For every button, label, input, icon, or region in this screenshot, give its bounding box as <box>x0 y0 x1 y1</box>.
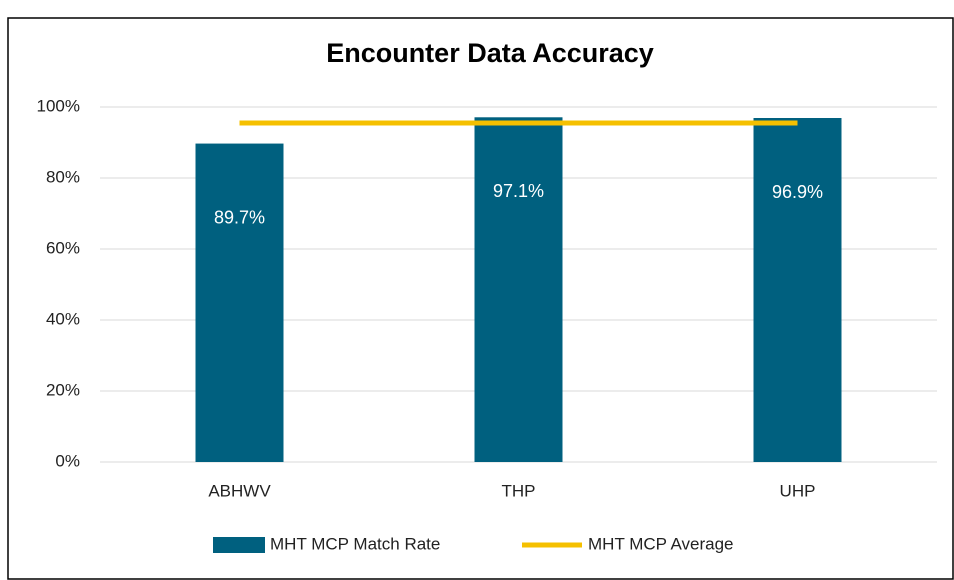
legend-label: MHT MCP Average <box>588 534 734 553</box>
legend-label: MHT MCP Match Rate <box>270 534 440 553</box>
data-label: 96.9% <box>772 182 823 202</box>
y-tick-label: 60% <box>46 238 80 257</box>
bar <box>474 117 563 463</box>
bar <box>195 143 284 462</box>
legend-swatch <box>213 537 265 553</box>
data-label: 89.7% <box>214 207 265 227</box>
x-tick-label: UHP <box>780 481 816 500</box>
y-tick-label: 40% <box>46 309 80 328</box>
y-tick-label: 80% <box>46 167 80 186</box>
x-tick-label: ABHWV <box>208 481 271 500</box>
y-tick-label: 0% <box>55 451 80 470</box>
y-tick-label: 20% <box>46 380 80 399</box>
chart-title: Encounter Data Accuracy <box>326 38 654 68</box>
y-tick-label: 100% <box>37 96 80 115</box>
x-tick-label: THP <box>502 481 536 500</box>
bar <box>753 118 842 462</box>
data-label: 97.1% <box>493 181 544 201</box>
